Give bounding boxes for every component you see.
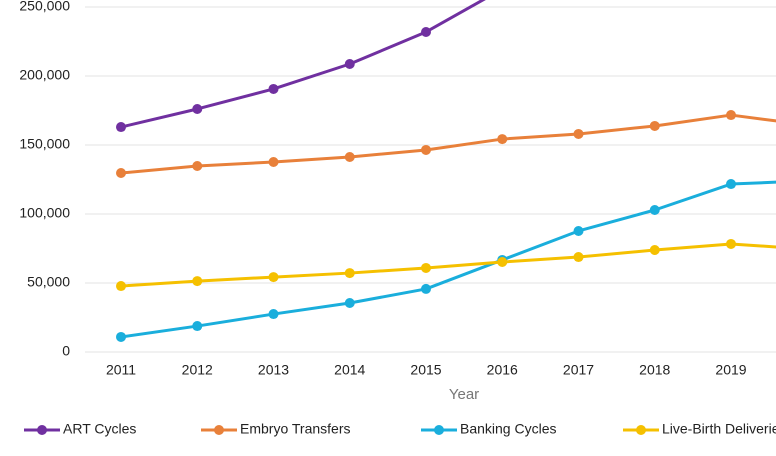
data-point bbox=[726, 238, 736, 249]
data-point bbox=[421, 26, 431, 37]
data-point bbox=[192, 276, 203, 287]
data-point bbox=[116, 122, 126, 133]
data-point bbox=[726, 110, 736, 121]
series-line bbox=[120, 242, 776, 288]
data-point bbox=[421, 262, 431, 273]
data-point bbox=[344, 268, 355, 279]
legend-label: ART Cycles bbox=[63, 421, 136, 437]
data-point bbox=[573, 225, 584, 236]
x-tick-label: 2018 bbox=[639, 362, 670, 378]
data-point bbox=[116, 168, 126, 179]
series-line bbox=[120, 180, 776, 339]
data-point bbox=[116, 281, 126, 292]
data-point bbox=[116, 331, 126, 342]
x-tick-label: 2012 bbox=[182, 362, 213, 378]
data-point bbox=[649, 245, 660, 256]
data-point bbox=[192, 103, 203, 114]
legend-marker bbox=[434, 425, 444, 435]
data-point bbox=[421, 144, 431, 155]
legend-label: Embryo Transfers bbox=[240, 421, 350, 437]
series-line bbox=[120, 0, 486, 129]
x-tick-label: 2017 bbox=[563, 362, 594, 378]
x-tick-label: 2019 bbox=[715, 362, 746, 378]
data-point bbox=[649, 120, 660, 131]
x-tick-label: 2013 bbox=[258, 362, 289, 378]
legend-label: Banking Cycles bbox=[460, 421, 557, 437]
legend-marker bbox=[636, 425, 646, 435]
x-tick-label: 2015 bbox=[410, 362, 441, 378]
x-tick-label: 2011 bbox=[106, 362, 136, 378]
legend-marker bbox=[214, 425, 224, 435]
data-point bbox=[421, 283, 431, 294]
x-axis-label: Year bbox=[449, 386, 479, 403]
data-point bbox=[268, 156, 279, 167]
data-point bbox=[268, 272, 279, 283]
y-tick-label: 0 bbox=[62, 343, 70, 359]
y-tick-label: 200,000 bbox=[19, 67, 70, 83]
data-point bbox=[497, 134, 508, 145]
data-point bbox=[726, 179, 736, 190]
x-tick-label: 2016 bbox=[487, 362, 518, 378]
y-tick-label: 50,000 bbox=[27, 274, 70, 290]
data-point bbox=[573, 252, 584, 263]
y-tick-label: 250,000 bbox=[19, 0, 70, 14]
data-point bbox=[497, 257, 508, 268]
series-line bbox=[120, 113, 776, 175]
data-point bbox=[192, 321, 203, 332]
data-point bbox=[573, 128, 584, 139]
x-tick-label: 2014 bbox=[334, 362, 365, 378]
legend-marker bbox=[37, 425, 47, 435]
data-point bbox=[649, 204, 660, 215]
data-point bbox=[268, 83, 279, 94]
data-point bbox=[344, 58, 355, 69]
data-point bbox=[268, 309, 279, 320]
data-point bbox=[344, 298, 355, 309]
y-tick-label: 150,000 bbox=[19, 136, 70, 152]
data-point bbox=[192, 160, 203, 171]
y-tick-label: 100,000 bbox=[19, 205, 70, 221]
data-point bbox=[344, 152, 355, 163]
legend-label: Live-Birth Deliveries bbox=[662, 421, 776, 437]
